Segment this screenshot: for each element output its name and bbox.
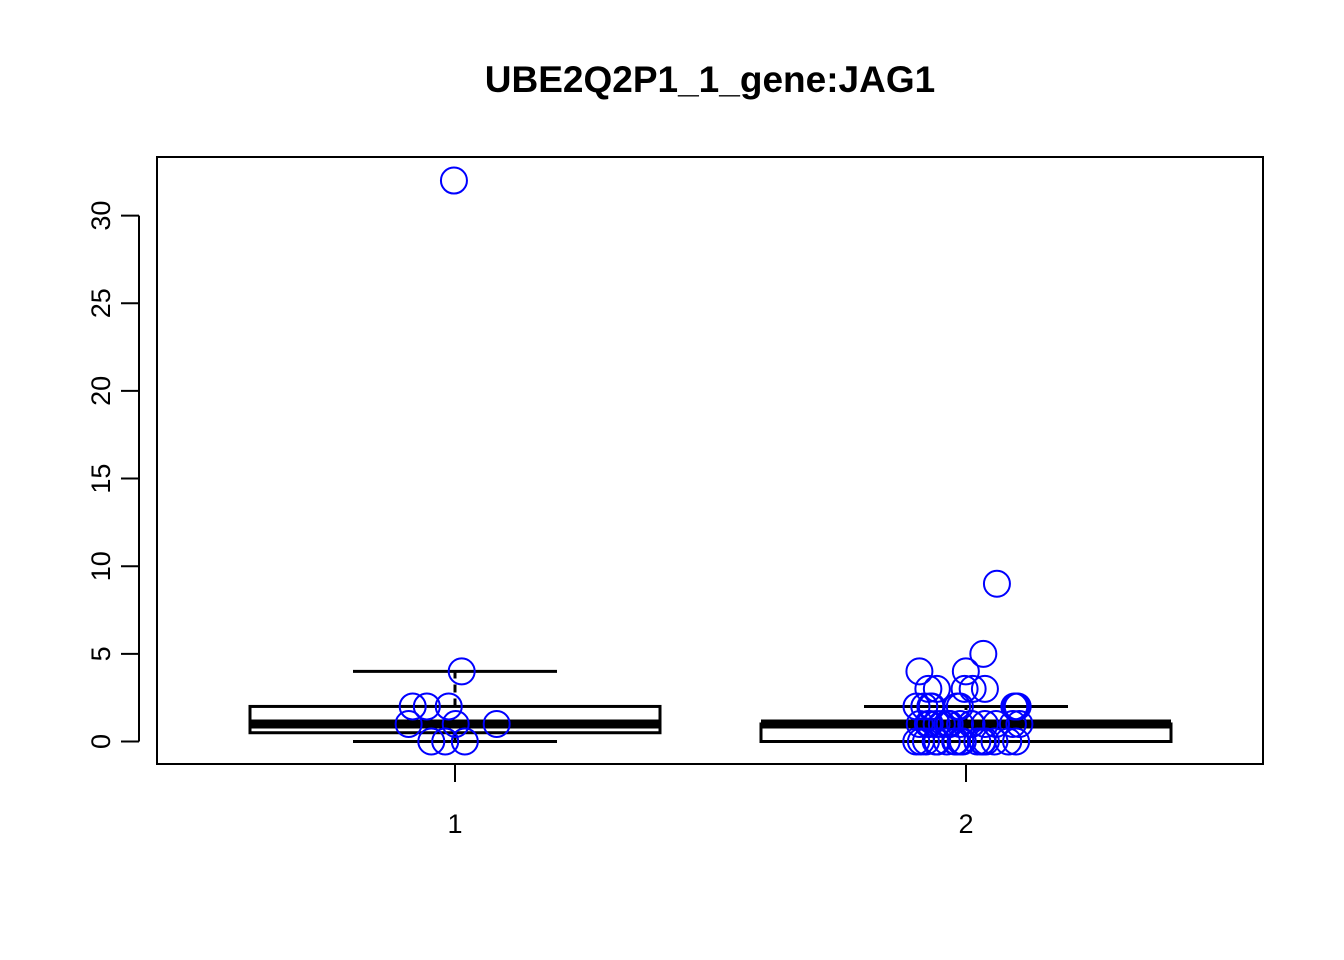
data-point [969, 639, 998, 668]
data-point [982, 569, 1011, 598]
chart-title: UBE2Q2P1_1_gene:JAG1 [485, 59, 935, 100]
points-2 [902, 569, 1034, 756]
data-point [922, 709, 951, 738]
plot-frame [156, 156, 1264, 765]
data-point [943, 692, 972, 721]
data-point [447, 657, 476, 686]
data-point [970, 674, 999, 703]
data-point [441, 709, 470, 738]
data-point [968, 727, 997, 756]
plot-area [248, 166, 1173, 756]
x-tick-label-1: 2 [958, 809, 973, 839]
data-point [905, 709, 934, 738]
data-point [482, 709, 511, 738]
data-point [431, 727, 460, 756]
y-tick-label-0: 0 [86, 734, 116, 749]
data-point [412, 692, 441, 721]
data-point [394, 709, 423, 738]
data-point [980, 727, 1009, 756]
data-point [950, 674, 979, 703]
data-point [398, 692, 427, 721]
data-point [951, 657, 980, 686]
data-point [998, 709, 1027, 738]
data-point [932, 727, 961, 756]
y-tick-label-2: 10 [86, 551, 116, 581]
data-point [946, 709, 975, 738]
points-1 [394, 166, 511, 756]
y-axis: 0 5 10 15 20 25 30 [86, 201, 140, 749]
data-point [417, 727, 446, 756]
data-point [439, 166, 468, 195]
data-point [970, 709, 999, 738]
data-point [905, 657, 934, 686]
y-tick-label-4: 20 [86, 376, 116, 406]
y-tick-label-5: 25 [86, 288, 116, 318]
data-point [1002, 692, 1031, 721]
data-point [927, 709, 956, 738]
data-point [434, 692, 463, 721]
y-tick-label-3: 15 [86, 464, 116, 494]
data-point [450, 727, 479, 756]
y-tick-label-1: 5 [86, 646, 116, 661]
data-point [921, 727, 950, 756]
data-point [902, 727, 931, 756]
y-tick-label-6: 30 [86, 201, 116, 231]
data-point [1002, 727, 1031, 756]
x-tick-label-0: 1 [447, 809, 462, 839]
